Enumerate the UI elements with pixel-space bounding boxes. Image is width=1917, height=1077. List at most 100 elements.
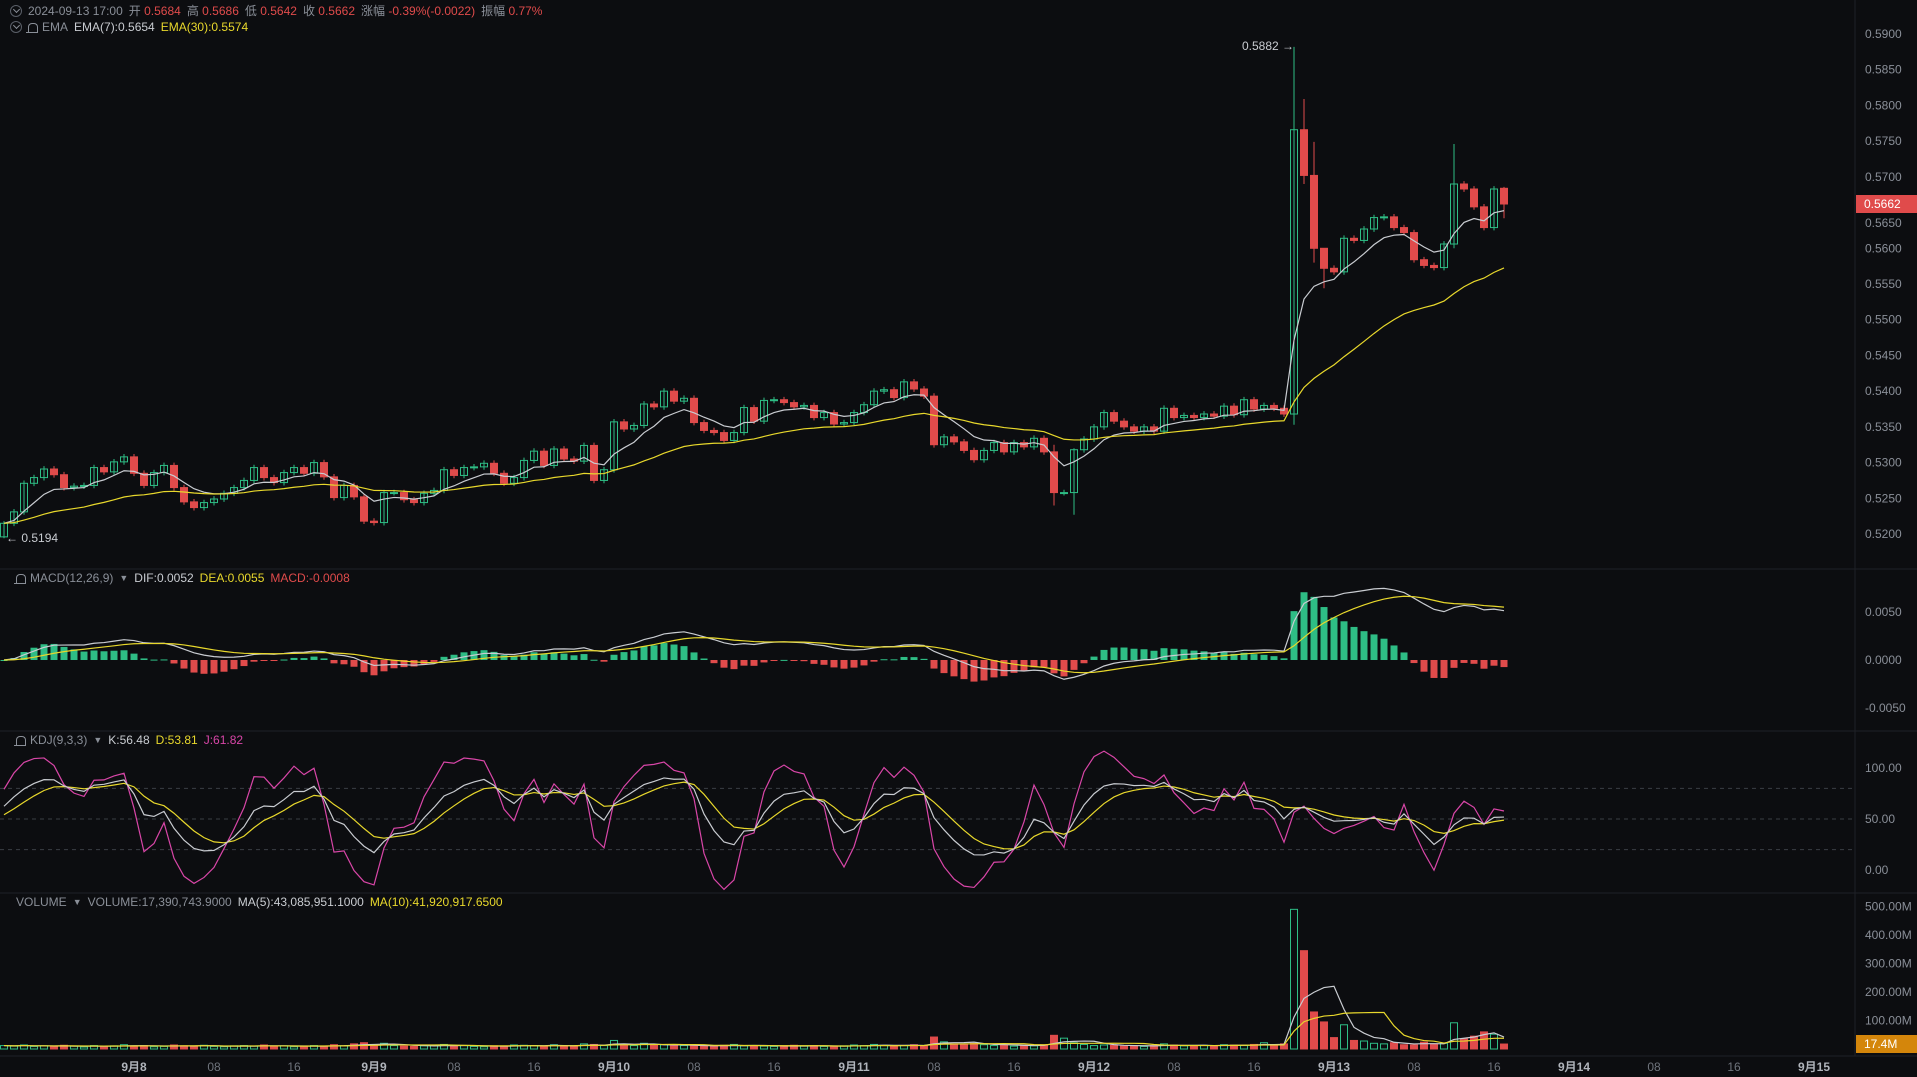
time-axis-label: 16 [527,1060,541,1074]
macd-tick-label: 0.0000 [1865,653,1902,667]
macd-histogram-bar [1450,660,1458,668]
macd-histogram-bar [810,660,818,664]
volume-label[interactable]: VOLUME [16,895,67,909]
volume-bar [1310,1011,1318,1050]
candle-body [1410,232,1418,261]
macd-histogram-bar [1300,592,1308,660]
volume-bar [920,1045,928,1050]
candle-body [1420,259,1428,266]
macd-histogram-bar [1440,660,1448,679]
macd-histogram-bar [1080,660,1088,664]
volume-bar [1380,1043,1388,1050]
macd-histogram-bar [1280,658,1288,660]
candle-body [960,441,968,451]
macd-histogram-bar [1060,660,1068,677]
macd-histogram-bar [890,659,898,661]
candle-body [1100,412,1108,428]
volume-bar [570,1045,578,1050]
macd-histogram-bar [1480,660,1488,669]
caret-down-icon[interactable]: ▼ [119,573,129,583]
candle-body [1050,451,1058,494]
k-value: K:56.48 [108,733,150,747]
candle-body [1300,129,1308,176]
macd-histogram-bar [1260,654,1268,660]
candle-body [370,520,378,524]
volume-bar [1360,1040,1368,1050]
caret-down-icon[interactable]: ▼ [93,735,103,745]
macd-histogram-bar [370,660,378,676]
macd-histogram-bar [320,658,328,660]
volume-ma10-line [3,1011,1505,1047]
ema-legend: EMA EMA(7):0.5654 EMA(30):0.5574 [10,20,248,34]
macd-histogram-bar [710,660,718,664]
macd-histogram-bar [610,654,618,660]
candle-body [380,492,388,524]
volume-bar [170,1044,178,1050]
macd-histogram-bar [50,643,58,660]
macd-histogram-bar [140,658,148,660]
macd-histogram-bar [280,659,288,661]
macd-histogram-bar [690,652,698,660]
macd-histogram-bar [1040,660,1048,668]
macd-histogram-bar [1170,648,1178,660]
volume-bar [480,1046,488,1050]
price-tick-label: 0.5450 [1865,348,1902,362]
volume-bar [470,1045,478,1050]
candle-body [1110,412,1118,422]
volume-bar [100,1045,108,1050]
volume-bar [870,1043,878,1050]
volume-bar [1160,1043,1168,1050]
bell-icon[interactable] [14,735,26,746]
bell-icon[interactable] [14,573,26,584]
candle-body [1370,217,1378,230]
volume-tick-label: 300.00M [1865,957,1912,971]
candle-body [530,450,538,461]
volume-bar [580,1043,588,1050]
macd-histogram-bar [1290,611,1298,660]
amplitude-value: 0.77% [508,4,543,18]
macd-histogram-bar [670,644,678,660]
legend-datetime: 2024-09-13 17:00 [28,3,123,18]
candle-body [320,462,328,478]
macd-histogram-bar [1240,652,1248,660]
caret-down-icon[interactable]: ▼ [72,897,82,907]
candle-body [810,404,818,419]
macd-histogram-bar [340,660,348,665]
volume-bar [710,1045,718,1050]
bell-icon[interactable] [26,22,38,33]
min-price-marker: ← 0.5194 [6,531,59,545]
macd-histogram-bar [1420,660,1428,672]
ema-label[interactable]: EMA [42,20,69,34]
volume-bar [1030,1045,1038,1050]
chevron-circle-icon[interactable] [10,4,22,17]
macd-histogram-bar [160,659,168,661]
macd-histogram-bar [0,660,8,661]
candle-body [1340,237,1348,273]
chevron-circle-icon[interactable] [10,21,22,33]
candle-body [1080,438,1088,451]
kdj-tick-label: 100.00 [1865,761,1902,775]
volume-bar [730,1043,738,1050]
macd-histogram-bar [580,654,588,660]
candle-body [70,485,78,489]
dea-value: DEA:0.0055 [199,571,265,585]
macd-histogram-bar [1350,626,1358,660]
macd-histogram-bar [330,660,338,664]
macd-label[interactable]: MACD(12,26,9) [30,571,114,585]
candle-body [510,477,518,484]
candle-body [240,479,248,489]
macd-histogram-bar [900,656,908,660]
candle-body [600,469,608,481]
kdj-label[interactable]: KDJ(9,3,3) [30,733,88,747]
macd-histogram-bar [1460,660,1468,663]
macd-histogram-bar [820,660,828,665]
volume-bar [1410,1044,1418,1050]
volume-bar [1190,1045,1198,1050]
macd-histogram-bar [400,660,408,668]
candle-body [790,402,798,408]
macd-histogram-bar [70,649,78,660]
candle-body [90,467,98,486]
candle-body [670,390,678,402]
macd-histogram-bar [1050,660,1058,674]
